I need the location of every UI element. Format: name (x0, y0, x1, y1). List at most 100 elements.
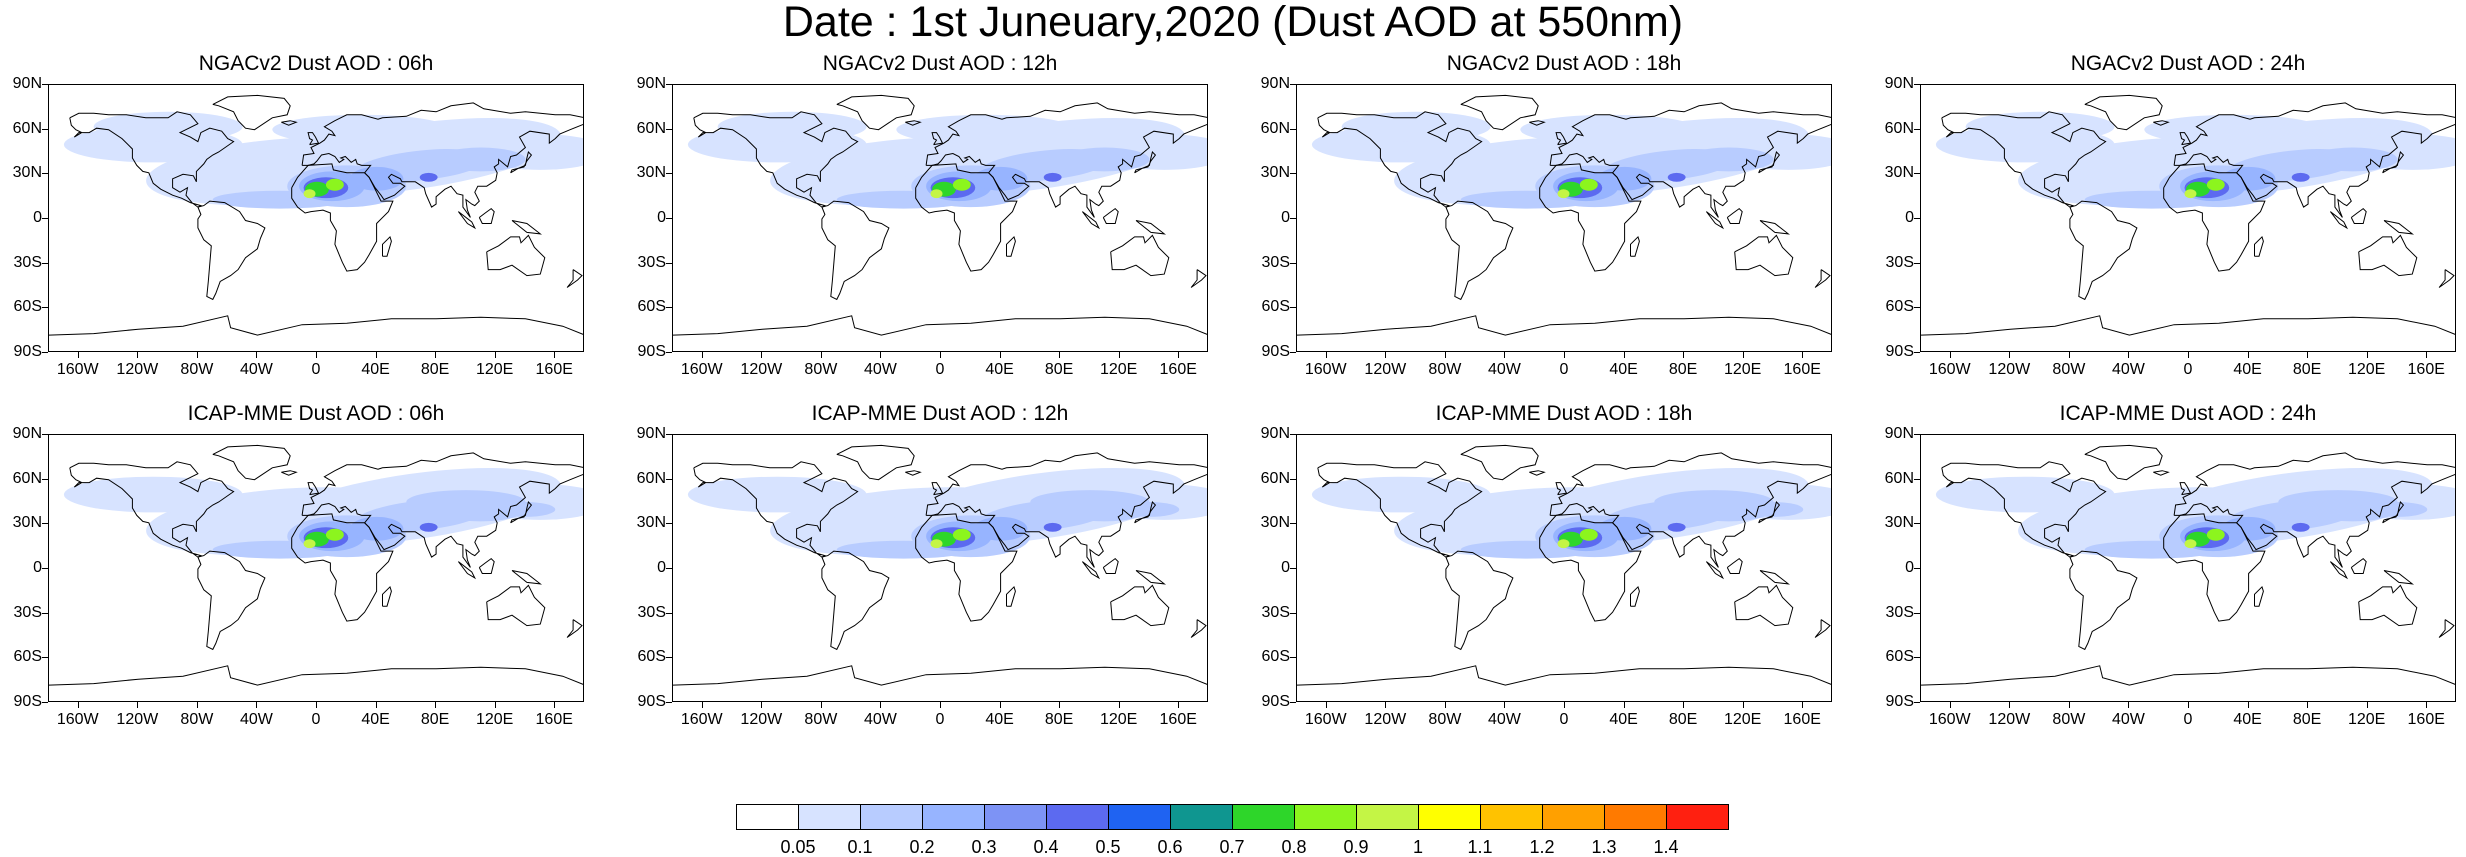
lon-tick (2068, 702, 2070, 708)
aod-shading (1597, 166, 1652, 191)
lon-label: 40E (1609, 361, 1638, 378)
lon-tick (701, 702, 703, 708)
colorbar-swatch (1108, 804, 1171, 830)
colorbar-label: 0.1 (847, 837, 873, 857)
lon-label: 80W (804, 711, 838, 728)
coastline-madagascar (1006, 235, 1016, 257)
lon-tick (316, 352, 317, 358)
aod-shading (2206, 528, 2225, 541)
colorbar-label: 0.05 (780, 837, 816, 857)
coastline-madagascar (382, 235, 392, 257)
lat-tick (42, 478, 48, 480)
lon-tick (880, 352, 882, 358)
lon-label: 40W (863, 361, 897, 378)
lon-label: 0 (935, 711, 945, 728)
aod-shading (325, 178, 344, 191)
aod-shading (2221, 516, 2276, 541)
lon-tick (1742, 352, 1744, 358)
lat-label: 30N (1260, 164, 1290, 182)
coastline-madagascar (2254, 235, 2264, 257)
lat-label: 90S (637, 343, 666, 360)
lat-tick (666, 702, 672, 703)
lat-label: 90N (1260, 75, 1290, 92)
lat-label: 60S (13, 298, 42, 316)
map-panel: ICAP-MME Dust AOD : 18h 90N 60N 30N 0 30S 60S 9… (1248, 402, 1868, 738)
lat-label: 90S (1885, 693, 1914, 710)
lon-tick (1118, 702, 1120, 708)
lon-tick (2188, 352, 2189, 358)
lat-label: 60N (12, 469, 42, 487)
lon-tick (1444, 352, 1446, 358)
lat-tick (1914, 218, 1920, 219)
lon-tick (940, 352, 941, 358)
aod-shading (1667, 172, 1686, 182)
coastline-greenland (836, 94, 915, 131)
lat-label: 0 (1281, 559, 1290, 576)
map-canvas (49, 94, 583, 336)
aod-shading (687, 476, 867, 513)
lat-label: 30S (13, 603, 42, 621)
lon-tick (820, 352, 822, 358)
lon-label: 160W (1928, 711, 1971, 728)
lat-tick (42, 173, 48, 175)
lon-tick (2009, 702, 2011, 708)
colorbar-swatch (1666, 804, 1729, 830)
coastline-madagascar (1630, 235, 1640, 257)
aod-shading (1043, 522, 1062, 532)
coastline-borneo (1726, 207, 1743, 224)
lat-tick (1290, 173, 1296, 175)
coastline-newzealand (1814, 619, 1831, 638)
lat-label: 60N (636, 469, 666, 487)
coastline-africa (291, 163, 394, 272)
aod-shading (1667, 522, 1686, 532)
lat-tick (42, 262, 48, 264)
colorbar-label: 0.4 (1033, 837, 1059, 857)
aod-shading (1341, 111, 1491, 142)
lon-tick (256, 352, 258, 358)
coastline-antarctica (49, 315, 583, 336)
lon-tick (1504, 702, 1506, 708)
colorbar-label: 0.6 (1157, 837, 1183, 857)
lat-label: 0 (657, 559, 666, 576)
coastline-greenland (1460, 94, 1539, 131)
lon-tick (761, 352, 763, 358)
lon-tick (880, 702, 882, 708)
coastline-japan (2382, 501, 2405, 524)
coastline-japan (510, 501, 533, 524)
coastline-antarctica (1297, 665, 1831, 686)
lat-label: 60S (1261, 298, 1290, 316)
aod-shading (1119, 502, 1180, 517)
colorbar-label: 1.4 (1653, 837, 1679, 857)
lat-tick (42, 657, 48, 659)
map-panel: ICAP-MME Dust AOD : 06h 90N 60N 30N 0 30S 60S 9… (0, 402, 620, 738)
colorbar-label: 0.3 (971, 837, 997, 857)
aod-shading (1520, 114, 1699, 145)
aod-shading (973, 166, 1028, 191)
lat-tick (1914, 568, 1920, 569)
coastline-uk (931, 132, 944, 146)
coastline-uk (307, 482, 320, 496)
coastline-borneo (1726, 557, 1743, 574)
lon-label: 120W (740, 711, 783, 728)
colorbar-swatch (1356, 804, 1419, 830)
lon-label: 160W (1304, 361, 1347, 378)
lon-tick (1178, 352, 1180, 358)
lon-label: 160E (2407, 361, 2445, 378)
aod-shading (1684, 147, 1774, 172)
lat-label: 30S (637, 603, 666, 621)
lon-label: 0 (1559, 711, 1569, 728)
lat-tick (666, 568, 672, 569)
colorbar-label: 1.1 (1467, 837, 1493, 857)
lon-label: 40E (985, 361, 1014, 378)
coastline-sumatra (2330, 561, 2349, 580)
lon-label: 40E (2233, 711, 2262, 728)
aod-shading (419, 522, 438, 532)
lat-label: 30S (1261, 603, 1290, 621)
lat-label: 60S (1885, 298, 1914, 316)
aod-shading (1935, 476, 2115, 513)
lat-tick (1290, 218, 1296, 219)
coastline-namerica (69, 111, 235, 208)
lat-tick (666, 478, 672, 480)
lat-tick (1290, 128, 1296, 130)
lon-tick (494, 352, 496, 358)
